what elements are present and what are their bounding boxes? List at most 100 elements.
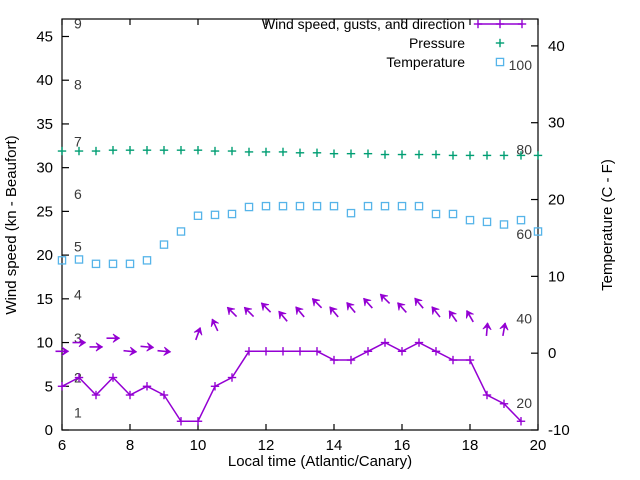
data-point-plus	[346, 355, 356, 365]
data-point-plus	[448, 355, 458, 365]
data-point-square	[533, 227, 543, 236]
x-tick-label: 6	[58, 437, 66, 454]
wind-direction-arrow	[106, 333, 121, 343]
data-point-plus	[125, 145, 135, 155]
data-point-square	[380, 201, 390, 211]
data-point-plus	[482, 151, 492, 160]
y-tick-label-left: 25	[36, 203, 53, 220]
fahrenheit-scale-label: 100	[509, 57, 533, 73]
data-point-square	[57, 256, 67, 265]
wind-direction-arrow	[260, 302, 272, 313]
y-tick-label-left: 35	[36, 116, 53, 133]
wind-direction-arrow	[193, 327, 203, 341]
y-axis-title-right: Temperature (C - F)	[599, 159, 616, 291]
plot-frame	[61, 18, 539, 431]
data-point-plus	[142, 145, 152, 155]
data-point-plus	[295, 347, 305, 356]
data-point-plus	[57, 382, 67, 391]
wind-direction-arrow	[448, 310, 458, 323]
wind-direction-arrow	[397, 302, 407, 313]
data-point-plus	[414, 150, 424, 159]
data-point-plus	[91, 390, 101, 400]
data-point-square	[244, 202, 254, 212]
beaufort-scale-label: 8	[74, 77, 82, 93]
data-point-square	[516, 215, 526, 225]
series-0	[57, 338, 526, 426]
data-point-square	[159, 240, 169, 249]
x-tick-label: 10	[190, 437, 207, 454]
data-point-plus	[261, 347, 271, 356]
legend-label-1: Pressure	[409, 35, 465, 51]
data-point-plus	[499, 151, 509, 160]
y-tick-label-left: 0	[45, 422, 53, 439]
y-tick-label-left: 15	[36, 291, 53, 308]
wind-direction-arrow	[311, 298, 323, 309]
y-tick-label-left: 45	[36, 28, 53, 45]
y-tick-label-right: -10	[548, 422, 570, 439]
data-point-square	[346, 208, 356, 218]
wind-direction-arrow	[329, 306, 339, 318]
data-point-square	[295, 201, 305, 211]
data-point-plus	[329, 355, 339, 365]
data-point-plus	[380, 338, 390, 347]
data-point-plus	[74, 146, 84, 156]
wind-direction-arrow	[499, 322, 509, 336]
data-point-square	[210, 210, 220, 220]
data-point-plus	[414, 338, 424, 347]
data-point-plus	[397, 347, 407, 356]
data-point-plus	[278, 147, 288, 157]
data-point-plus	[533, 151, 543, 160]
data-point-plus	[517, 19, 527, 29]
data-point-plus	[397, 150, 407, 159]
legend: Wind speed, gusts, and direction Pressure…	[262, 16, 527, 70]
data-point-plus	[74, 373, 84, 382]
data-point-plus	[108, 145, 118, 155]
y-tick-label-left: 40	[36, 72, 53, 89]
y-tick-label-left: 5	[45, 378, 53, 395]
data-point-plus	[473, 19, 483, 29]
data-point-square	[176, 227, 186, 236]
wind-direction-arrow	[278, 310, 288, 322]
beaufort-scale-label: 6	[74, 186, 82, 202]
wind-speed-line	[61, 341, 522, 423]
data-point-plus	[431, 347, 441, 356]
x-tick-label: 20	[530, 437, 547, 454]
data-point-plus	[329, 149, 339, 158]
beaufort-scale-label: 9	[74, 15, 82, 31]
data-point-plus	[142, 382, 152, 391]
data-point-plus	[244, 347, 254, 356]
x-tick-label: 12	[258, 437, 275, 454]
data-point-plus	[210, 146, 220, 156]
data-point-square	[465, 215, 475, 225]
data-point-square	[414, 201, 424, 211]
wind-direction-arrow	[431, 306, 441, 318]
x-tick-label: 18	[462, 437, 479, 454]
data-point-square	[431, 209, 441, 219]
data-point-plus	[261, 147, 271, 157]
wind-direction-arrow	[465, 310, 474, 323]
fahrenheit-scale-label: 20	[516, 395, 532, 411]
data-point-plus	[91, 146, 101, 156]
data-point-square	[448, 209, 458, 219]
data-point-plus	[499, 399, 509, 408]
data-point-plus	[495, 19, 505, 29]
data-point-square	[499, 220, 509, 229]
data-point-plus	[431, 150, 441, 159]
y-tick-label-right: 20	[548, 192, 565, 209]
data-point-plus	[380, 150, 390, 159]
data-point-plus	[176, 145, 186, 155]
data-point-square	[329, 201, 339, 211]
y-tick-label-right: 0	[548, 345, 556, 362]
data-point-plus	[465, 151, 475, 160]
data-point-plus	[227, 146, 237, 156]
beaufort-scale-label: 4	[74, 286, 82, 302]
wind-direction-arrow	[295, 306, 305, 318]
series-3	[57, 201, 543, 269]
data-point-square	[495, 57, 505, 67]
data-point-plus	[312, 148, 322, 157]
wind-direction-arrow	[226, 306, 238, 318]
data-point-plus	[176, 417, 186, 426]
data-point-plus	[482, 390, 492, 400]
